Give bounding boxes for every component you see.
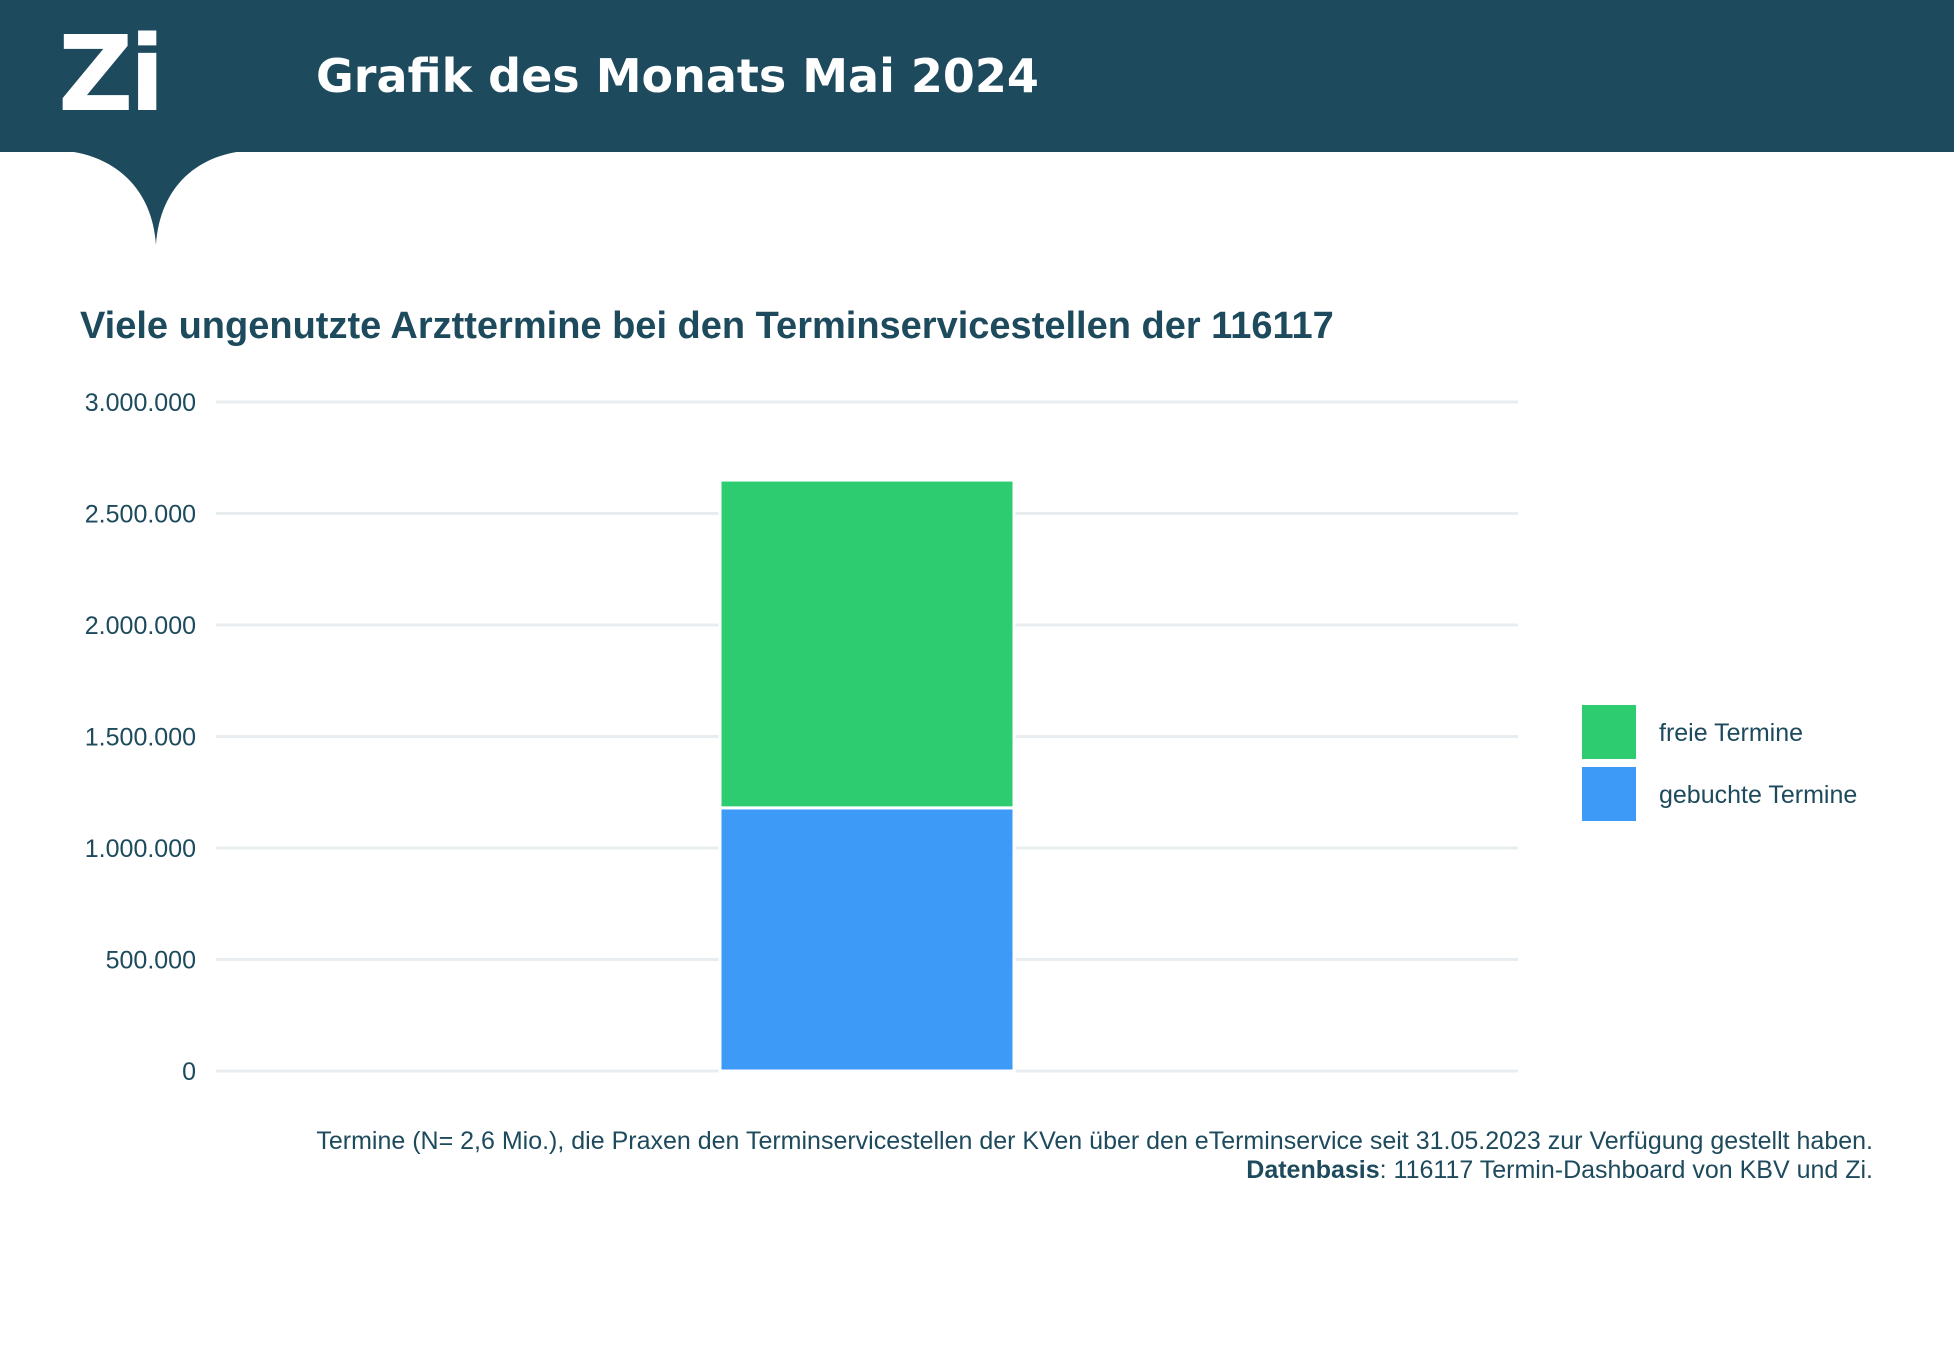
caption-source-text: : 116117 Termin-Dashboard von KBV und Zi…	[1379, 1156, 1873, 1184]
bar-segment	[718, 478, 1016, 810]
bars	[718, 478, 1016, 1073]
y-tick-label: 0	[182, 1058, 196, 1086]
y-tick-label: 2.500.000	[85, 501, 196, 529]
header-banner: Zi Grafik des Monats Mai 2024	[0, 0, 1954, 152]
caption-note: Termine (N= 2,6 Mio.), die Praxen den Te…	[316, 1127, 1873, 1155]
y-axis-ticks: 0 500.000 1.000.000 1.500.000 2.000.000 2.500…	[85, 389, 196, 1086]
legend-swatch	[1582, 705, 1636, 759]
legend-label: gebuchte Termine	[1659, 781, 1857, 809]
caption-source-label: Datenbasis	[1246, 1156, 1380, 1184]
y-tick-label: 1.500.000	[85, 724, 196, 752]
y-tick-label: 3.000.000	[85, 389, 196, 417]
caption-source: Datenbasis: 116117 Termin-Dashboard von …	[316, 1156, 1873, 1185]
chart-caption: Termine (N= 2,6 Mio.), die Praxen den Te…	[316, 1127, 1873, 1185]
y-tick-label: 2.000.000	[85, 612, 196, 640]
chart-title: Viele ungenutzte Arzttermine bei den Ter…	[80, 305, 1334, 347]
y-tick-label: 500.000	[106, 947, 196, 975]
legend-swatch	[1582, 767, 1636, 821]
zi-logo: Zi	[58, 13, 165, 135]
legend-label: freie Termine	[1659, 719, 1803, 747]
y-tick-label: 1.000.000	[85, 835, 196, 863]
header-title: Grafik des Monats Mai 2024	[316, 49, 1039, 103]
legend: freie Termine gebuchte Termine	[1582, 705, 1857, 821]
bar-segment	[718, 806, 1016, 1073]
header-tab-shape	[0, 150, 260, 245]
